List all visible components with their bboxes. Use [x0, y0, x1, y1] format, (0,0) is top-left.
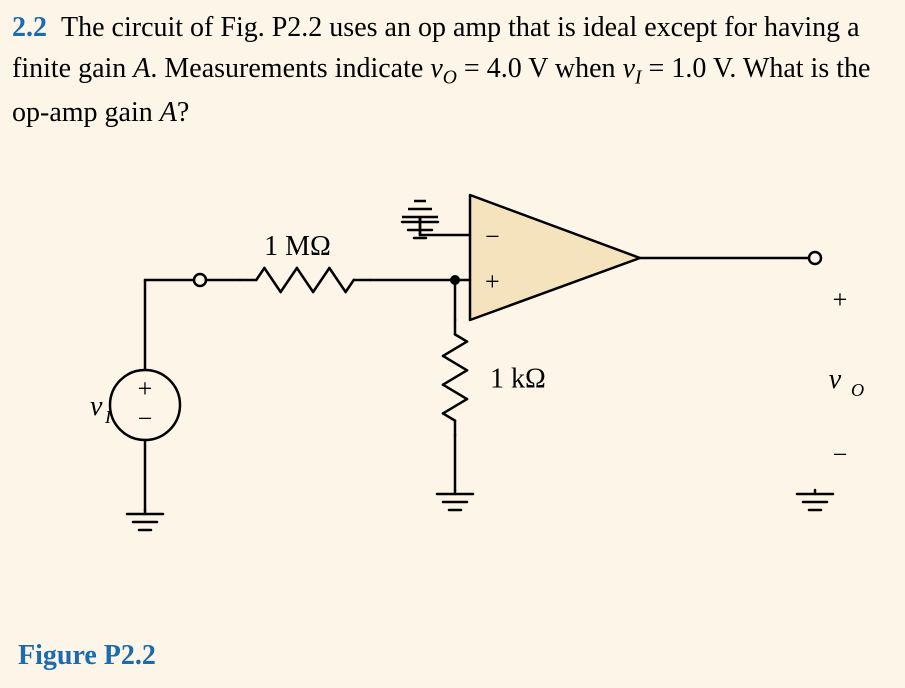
svg-text:−: −: [138, 404, 153, 433]
vi-sym: v: [623, 53, 635, 84]
svg-text:+: +: [833, 285, 848, 314]
text-p2: . Measurements indicate: [150, 53, 430, 84]
problem-number: 2.2: [12, 12, 47, 43]
text-p3: = 4.0 V when: [457, 53, 623, 84]
vo-sym: v: [430, 53, 442, 84]
svg-text:−: −: [833, 440, 848, 469]
circuit-svg: +−vI1 MΩ+−1 kΩ+vO−: [0, 180, 905, 610]
svg-text:1 MΩ: 1 MΩ: [264, 231, 331, 262]
figure-label: Figure P2.2: [18, 640, 156, 672]
vo-sub: O: [443, 67, 457, 88]
problem-statement: 2.2 The circuit of Fig. P2.2 uses an op …: [0, 0, 905, 133]
gain-A: A: [133, 53, 150, 84]
svg-text:−: −: [485, 222, 500, 251]
svg-text:I: I: [104, 407, 112, 427]
circuit-diagram: +−vI1 MΩ+−1 kΩ+vO−: [0, 180, 905, 610]
text-p5: ?: [177, 97, 189, 128]
svg-text:1 kΩ: 1 kΩ: [490, 364, 546, 395]
svg-text:v: v: [90, 391, 103, 422]
gain-A2: A: [160, 97, 177, 128]
svg-text:O: O: [851, 380, 864, 400]
svg-text:+: +: [485, 267, 500, 296]
svg-text:v: v: [829, 364, 842, 395]
svg-text:+: +: [138, 374, 153, 403]
